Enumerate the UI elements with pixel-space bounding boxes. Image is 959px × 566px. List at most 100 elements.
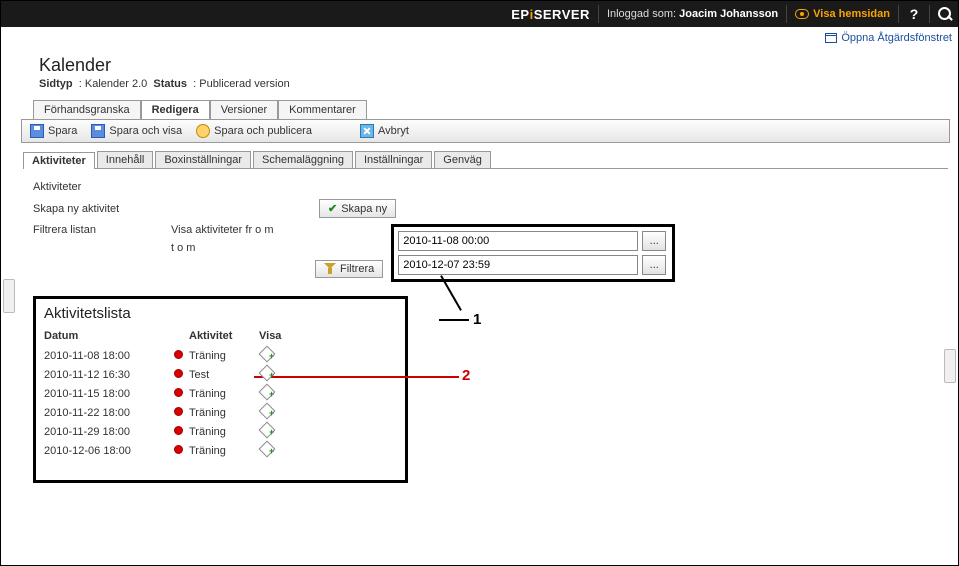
subtype-value: Kalender 2.0 [85, 78, 147, 90]
annotation-number-1: 1 [473, 311, 481, 328]
filter-list-label: Filtrera listan [33, 224, 163, 236]
filter-button[interactable]: Filtrera [315, 260, 383, 278]
subtab-schedule[interactable]: Schemaläggning [253, 151, 353, 168]
save-publish-label: Spara och publicera [214, 125, 312, 137]
save-view-icon [91, 124, 105, 138]
status-value: Publicerad version [199, 78, 290, 90]
save-icon [30, 124, 44, 138]
brand-logo: EPiSERVER [511, 7, 590, 22]
table-row: 2010-11-29 18:00 Träning [44, 422, 299, 441]
status-dot-icon [174, 407, 183, 416]
row-date: 2010-11-12 16:30 [44, 365, 174, 384]
tag-add-icon[interactable] [259, 386, 273, 398]
row-date: 2010-12-06 18:00 [44, 441, 174, 460]
subtab-content[interactable]: Innehåll [97, 151, 154, 168]
tab-edit[interactable]: Redigera [141, 100, 210, 119]
activity-table: Datum Aktivitet Visa 2010-11-08 18:00 Trä… [44, 328, 299, 460]
activity-list-title: Aktivitetslista [44, 305, 397, 322]
status-dot-icon [174, 445, 183, 454]
create-new-button[interactable]: ✔ Skapa ny [319, 199, 396, 218]
save-button[interactable]: Spara [30, 124, 77, 138]
col-show: Visa [259, 328, 299, 346]
activities-section-title: Aktiviteter [33, 181, 946, 193]
tag-add-icon[interactable] [259, 367, 273, 379]
tag-add-icon[interactable] [259, 348, 273, 360]
check-icon: ✔ [328, 202, 337, 215]
table-row: 2010-11-08 18:00 Träning [44, 346, 299, 365]
second-bar: Öppna Åtgärdsfönstret [1, 27, 958, 49]
save-view-label: Spara och visa [109, 125, 182, 137]
create-new-label: Skapa ny [341, 203, 387, 215]
logged-in-text: Inloggad som: Joacim Johansson [607, 8, 778, 20]
row-date: 2010-11-22 18:00 [44, 403, 174, 422]
subtab-shortcut[interactable]: Genväg [434, 151, 491, 168]
from-date-picker-button[interactable]: ... [642, 231, 666, 251]
activities-pane: Aktiviteter Skapa ny aktivitet ✔ Skapa ny… [19, 169, 952, 493]
brand-suffix: SERVER [534, 7, 590, 22]
window-icon [825, 33, 837, 43]
table-row: 2010-12-06 18:00 Träning [44, 441, 299, 460]
row-date: 2010-11-08 18:00 [44, 346, 174, 365]
annotation-line-1b [439, 319, 469, 321]
view-site-link[interactable]: Visa hemsidan [795, 8, 890, 20]
to-date-input[interactable] [398, 255, 638, 275]
row-activity: Träning [189, 384, 259, 403]
cancel-icon [360, 124, 374, 138]
tab-versions[interactable]: Versioner [210, 100, 278, 119]
toolbar: Spara Spara och visa Spara och publicera… [21, 119, 950, 143]
filter-button-label: Filtrera [340, 263, 374, 275]
logged-in-user: Joacim Johansson [679, 8, 778, 20]
table-row: 2010-11-12 16:30 Test [44, 365, 299, 384]
row-date: 2010-11-29 18:00 [44, 422, 174, 441]
annotation-line-2 [254, 376, 459, 378]
open-action-panel-label: Öppna Åtgärdsfönstret [841, 32, 952, 44]
help-button[interactable]: ? [907, 6, 921, 22]
subtab-settings[interactable]: Inställningar [355, 151, 432, 168]
create-activity-label: Skapa ny aktivitet [33, 203, 163, 215]
tag-add-icon[interactable] [259, 405, 273, 417]
top-bar: EPiSERVER Inloggad som: Joacim Johansson… [1, 1, 958, 27]
open-action-panel-link[interactable]: Öppna Åtgärdsfönstret [825, 32, 952, 44]
subtype-label: Sidtyp [39, 78, 73, 90]
status-dot-icon [174, 350, 183, 359]
cancel-label: Avbryt [378, 125, 409, 137]
sub-tabs: Aktiviteter Innehåll Boxinställningar Sc… [23, 151, 948, 169]
tab-preview[interactable]: Förhandsgranska [33, 100, 141, 119]
from-label: Visa aktiviteter fr o m [171, 224, 311, 236]
save-publish-button[interactable]: Spara och publicera [196, 124, 312, 138]
save-label: Spara [48, 125, 77, 137]
col-activity: Aktivitet [189, 328, 259, 346]
row-activity: Test [189, 365, 259, 384]
tab-comments[interactable]: Kommentarer [278, 100, 367, 119]
globe-icon [196, 124, 210, 138]
page-subtitle: Sidtyp : Kalender 2.0 Status : Publicera… [39, 78, 952, 90]
status-dot-icon [174, 426, 183, 435]
status-dot-icon [174, 388, 183, 397]
brand-prefix: EP [511, 7, 529, 22]
funnel-icon [324, 263, 336, 275]
cancel-button[interactable]: Avbryt [360, 124, 409, 138]
top-tabs: Förhandsgranska Redigera Versioner Komme… [33, 100, 952, 119]
subtab-box[interactable]: Boxinställningar [155, 151, 251, 168]
subtab-activities[interactable]: Aktiviteter [23, 152, 95, 169]
page-title: Kalender [39, 55, 952, 76]
date-filter-box: ... ... [391, 224, 675, 282]
row-activity: Träning [189, 441, 259, 460]
from-date-input[interactable] [398, 231, 638, 251]
annotation-number-2: 2 [462, 367, 470, 384]
col-date: Datum [44, 328, 174, 346]
search-icon[interactable] [938, 7, 952, 21]
save-view-button[interactable]: Spara och visa [91, 124, 182, 138]
tag-add-icon[interactable] [259, 424, 273, 436]
table-row: 2010-11-22 18:00Träning [44, 403, 299, 422]
logged-in-label: Inloggad som: [607, 8, 676, 20]
to-date-picker-button[interactable]: ... [642, 255, 666, 275]
view-site-label: Visa hemsidan [813, 8, 890, 20]
tag-add-icon[interactable] [259, 443, 273, 455]
eye-icon [795, 9, 809, 19]
row-activity: Träning [189, 346, 259, 365]
table-row: 2010-11-15 18:00Träning [44, 384, 299, 403]
activity-list-box: Aktivitetslista Datum Aktivitet Visa 201… [33, 296, 408, 483]
status-label: Status [153, 78, 187, 90]
row-activity: Träning [189, 422, 259, 441]
